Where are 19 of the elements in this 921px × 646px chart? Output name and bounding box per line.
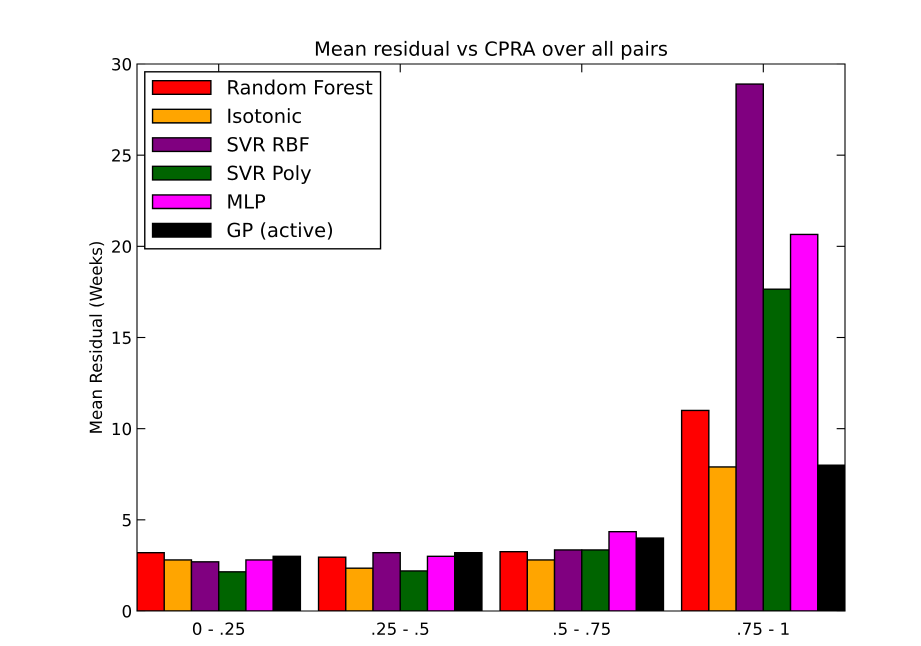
y-tick-label: 10: [112, 422, 132, 436]
legend-label: SVR RBF: [228, 136, 309, 152]
y-tick-label: 20: [112, 240, 132, 253]
x-tick-label: .5 - .75: [554, 622, 610, 636]
legend-label: MLP: [228, 194, 266, 208]
legend-label: Random Forest: [228, 80, 372, 95]
y-axis-title: Mean Residual (Weeks): [89, 242, 104, 433]
x-tick-label: .75 - 1: [738, 622, 789, 636]
x-tick-label: 0 - .25: [192, 622, 244, 636]
y-tick-label: 15: [112, 332, 131, 344]
chart-title: Mean residual vs CPRA over all pairs: [316, 40, 668, 60]
legend-label: SVR Poly: [228, 165, 312, 184]
y-tick-label: 0: [122, 604, 132, 618]
y-tick-label: 30: [112, 58, 132, 71]
y-tick-label: 5: [122, 514, 131, 526]
legend-label: GP (active): [228, 222, 332, 240]
legend-label: Isotonic: [228, 108, 301, 124]
x-tick-label: .25 - .5: [372, 622, 428, 636]
y-tick-label: 25: [112, 149, 131, 162]
